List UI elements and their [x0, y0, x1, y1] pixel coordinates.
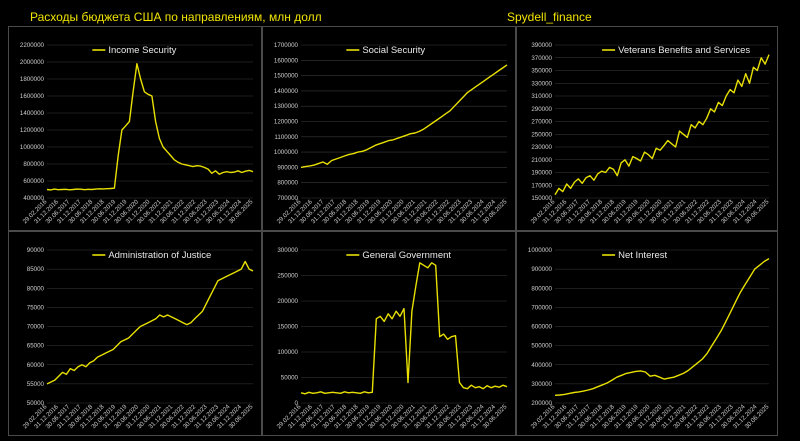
y-tick-label: 2200000 — [20, 42, 45, 49]
legend-label: General Government — [362, 250, 451, 261]
y-tick-label: 150000 — [277, 324, 298, 331]
y-tick-label: 1600000 — [20, 93, 45, 100]
chart-svg: 05000010000015000020000025000030000029.0… — [276, 247, 509, 430]
y-tick-label: 1000000 — [20, 144, 45, 151]
y-tick-label: 70000 — [27, 324, 45, 331]
legend-label: Social Security — [362, 45, 425, 56]
chart-panel-social-security: 700000 800000 900000 1000000 1100000 1200000 1… — [262, 26, 516, 231]
chart-svg: 150000 170000 190000 210000 230000 250000 2700… — [530, 42, 771, 225]
y-tick-label: 600000 — [23, 178, 44, 185]
y-tick-label: 210000 — [531, 157, 552, 164]
chart-svg: 400000 600000 800000 1000000 1200000 1400000 1… — [20, 42, 255, 225]
y-tick-label: 800000 — [531, 285, 552, 292]
y-tick-label: 0 — [295, 400, 299, 407]
y-tick-label: 800000 — [23, 161, 44, 168]
y-tick-label: 300000 — [531, 381, 552, 388]
chart-panel-justice: 50000 55000 60000 65000 70000 75000 80000 85000… — [8, 231, 262, 436]
y-tick-label: 65000 — [27, 343, 45, 350]
y-tick-label: 700000 — [531, 304, 552, 311]
chart-panel-general-government: 0 50000 100000 150000 200000 250000 300000 29.0… — [262, 231, 516, 436]
y-tick-label: 300000 — [277, 247, 298, 254]
y-tick-label: 1400000 — [274, 88, 299, 95]
brand-label: Spydell_finance — [507, 10, 592, 24]
y-tick-label: 200000 — [277, 298, 298, 305]
legend-label: Net Interest — [618, 250, 667, 261]
y-tick-label: 310000 — [531, 93, 552, 100]
y-tick-label: 100000 — [277, 349, 298, 356]
legend-label: Administration of Justice — [108, 250, 211, 261]
y-tick-label: 390000 — [531, 42, 552, 49]
chart-panel-income-security: 400000 600000 800000 1000000 1200000 1400000 1… — [8, 26, 262, 231]
y-tick-label: 200000 — [531, 400, 552, 407]
y-tick-label: 700000 — [277, 195, 298, 202]
y-tick-label: 50000 — [27, 400, 45, 407]
y-tick-label: 330000 — [531, 80, 552, 87]
y-tick-label: 1500000 — [274, 73, 299, 80]
y-tick-label: 80000 — [27, 285, 45, 292]
y-tick-label: 270000 — [531, 119, 552, 126]
y-tick-label: 1100000 — [274, 134, 298, 141]
y-tick-label: 900000 — [277, 164, 298, 171]
y-tick-label: 500000 — [531, 343, 552, 350]
y-tick-label: 230000 — [531, 144, 552, 151]
series-line — [46, 260, 254, 385]
legend-label: Income Security — [108, 45, 176, 56]
y-tick-label: 50000 — [281, 375, 299, 382]
series-line — [554, 54, 770, 196]
page-title: Расходы бюджета США по направлениям, млн… — [30, 10, 322, 24]
y-tick-label: 1000000 — [274, 149, 299, 156]
y-tick-label: 1000000 — [528, 247, 553, 254]
y-tick-label: 55000 — [27, 381, 45, 388]
y-tick-label: 1600000 — [274, 57, 299, 64]
series-line — [46, 63, 254, 191]
y-tick-label: 350000 — [531, 68, 552, 75]
y-tick-label: 75000 — [27, 304, 45, 311]
chart-panel-net-interest: 200000 300000 400000 500000 600000 700000 8000… — [516, 231, 778, 436]
y-tick-label: 150000 — [531, 195, 552, 202]
y-tick-label: 1700000 — [274, 42, 299, 49]
y-tick-label: 400000 — [531, 362, 552, 369]
y-tick-label: 85000 — [27, 266, 45, 273]
chart-panel-veterans: 150000 170000 190000 210000 230000 250000 2700… — [516, 26, 778, 231]
y-tick-label: 170000 — [531, 182, 552, 189]
y-tick-label: 290000 — [531, 106, 552, 113]
chart-svg: 50000 55000 60000 65000 70000 75000 80000 85000… — [22, 247, 255, 430]
y-tick-label: 900000 — [531, 266, 552, 273]
series-line — [300, 64, 508, 169]
y-tick-label: 1200000 — [20, 127, 45, 134]
y-tick-label: 90000 — [27, 247, 45, 254]
y-tick-label: 1300000 — [274, 103, 299, 110]
y-tick-label: 370000 — [531, 55, 552, 62]
y-tick-label: 800000 — [277, 180, 298, 187]
series-line — [554, 258, 770, 396]
chart-svg: 700000 800000 900000 1000000 1100000 1200000 1… — [274, 42, 509, 225]
legend-label: Veterans Benefits and Services — [618, 45, 750, 56]
y-tick-label: 600000 — [531, 324, 552, 331]
y-tick-label: 400000 — [23, 195, 44, 202]
y-tick-label: 250000 — [531, 131, 552, 138]
y-tick-label: 250000 — [277, 273, 298, 280]
y-tick-label: 2000000 — [20, 59, 45, 66]
y-tick-label: 1800000 — [20, 76, 45, 83]
y-tick-label: 190000 — [531, 170, 552, 177]
y-tick-label: 1200000 — [274, 119, 299, 126]
y-tick-label: 60000 — [27, 362, 45, 369]
series-line — [300, 262, 508, 395]
chart-svg: 200000 300000 400000 500000 600000 700000 8000… — [528, 247, 771, 430]
y-tick-label: 1400000 — [20, 110, 45, 117]
